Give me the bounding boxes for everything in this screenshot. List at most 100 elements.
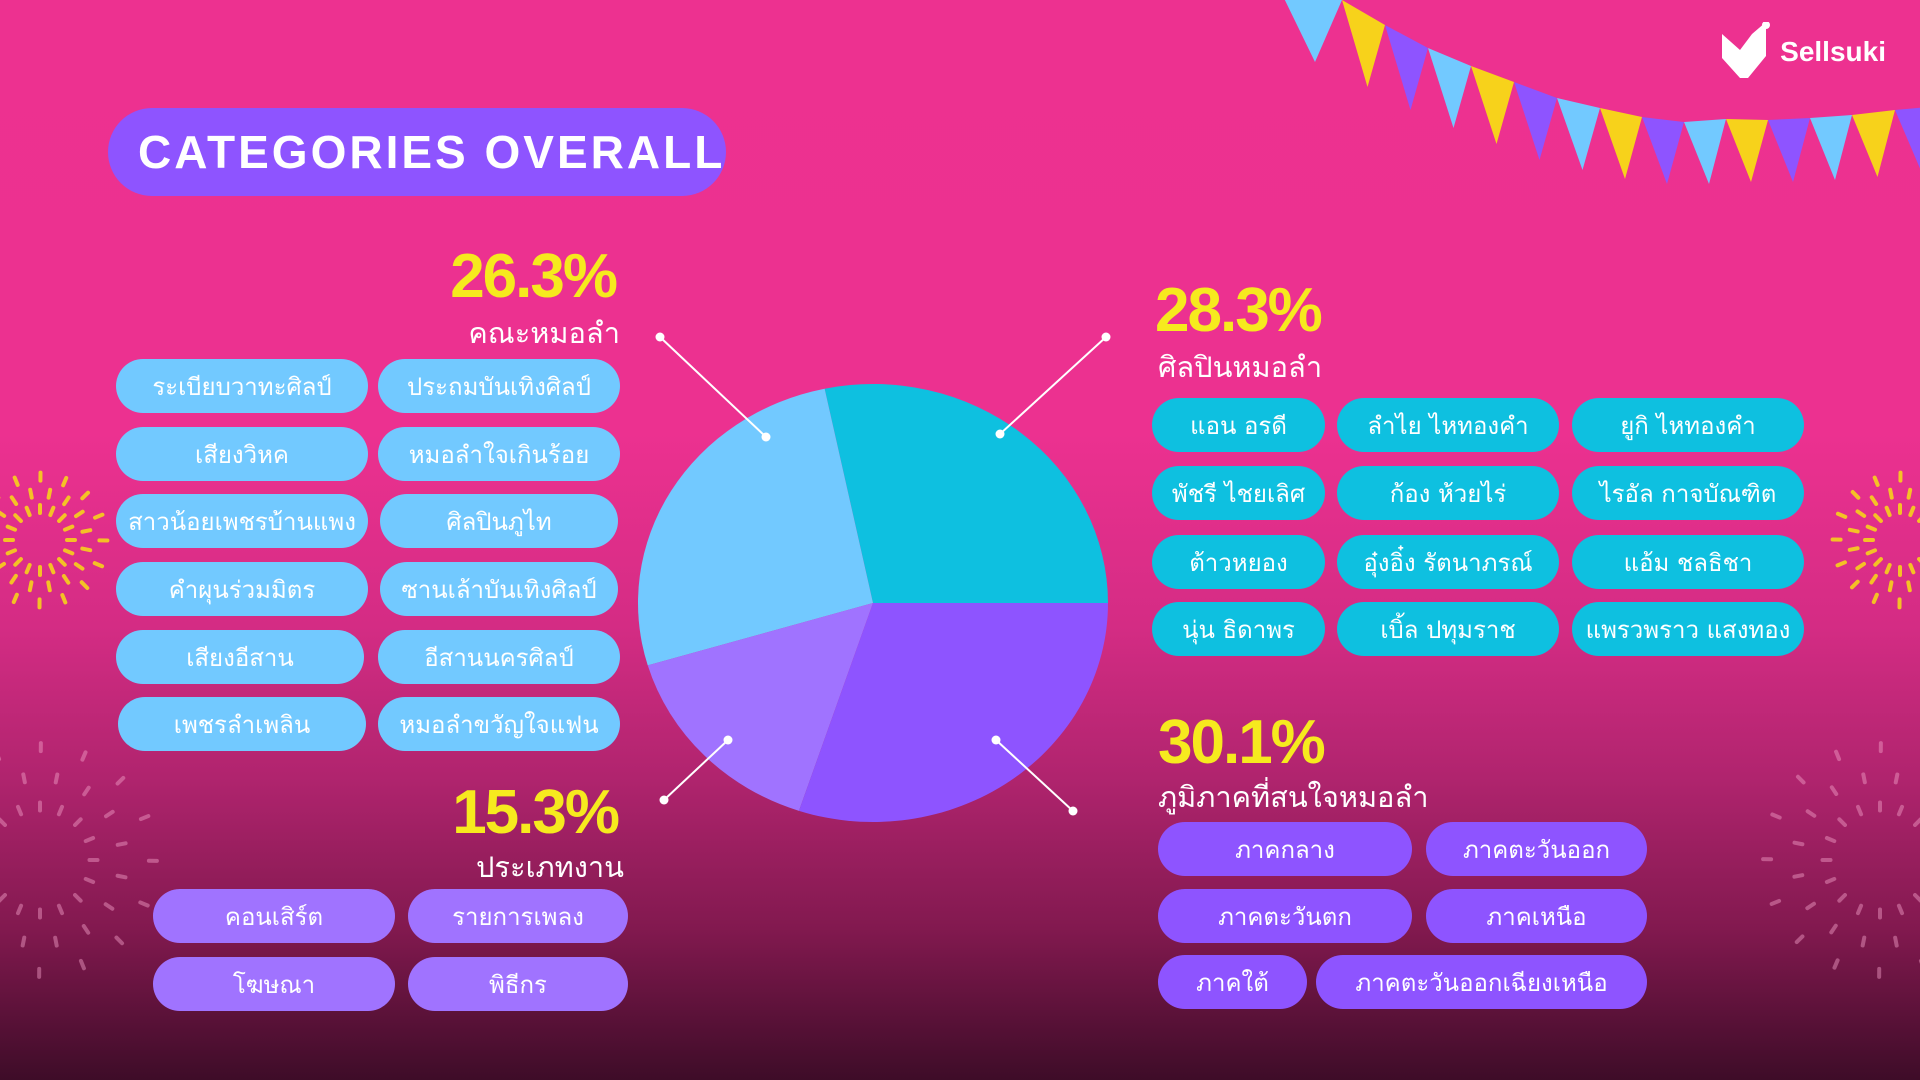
artists-chip[interactable]: พัชรี ไชยเลิศ — [1152, 466, 1325, 520]
slice-event-types — [647, 603, 873, 811]
firework-spark — [53, 772, 60, 785]
troupes-chip[interactable]: หมอลำขวัญใจแฟน — [378, 697, 620, 751]
artists-chip[interactable]: นุ่น ธิดาพร — [1152, 602, 1325, 656]
firework-spark — [1837, 893, 1847, 903]
regions-chip[interactable]: ภาคใต้ — [1158, 955, 1307, 1009]
troupes-chip[interactable]: สาวน้อยเพชรบ้านแพง — [116, 494, 368, 548]
bunting-flag — [1768, 118, 1810, 182]
firework-spark — [81, 924, 91, 935]
sellsuki-logo: Sellsuki — [1720, 22, 1886, 82]
leader-dot — [1101, 332, 1111, 342]
firework-spark — [78, 958, 86, 971]
bunting-flag — [1810, 115, 1852, 180]
leader-dot — [761, 432, 771, 442]
slice-regions — [798, 603, 1108, 822]
leader-line-event-types — [663, 739, 729, 801]
regions-percent: 30.1% — [1158, 708, 1326, 777]
firework-spark — [46, 580, 52, 593]
firework-spark — [61, 574, 71, 585]
firework-spark — [115, 775, 126, 786]
leader-dot — [655, 332, 665, 342]
firework-spark — [1769, 898, 1782, 906]
firework-spark — [1832, 958, 1840, 970]
firework-spark — [56, 804, 65, 817]
event-types-chip[interactable]: รายการเพลง — [408, 889, 628, 943]
firework-spark — [20, 935, 27, 948]
firework-spark — [104, 809, 115, 819]
troupes-chip[interactable]: หมอลำใจเกินร้อย — [378, 427, 620, 481]
bunting-flag — [1428, 48, 1471, 128]
firework-spark — [73, 562, 85, 571]
firework-spark — [74, 509, 85, 519]
firework-spark — [138, 814, 151, 822]
troupes-chip[interactable]: เสียงอีสาน — [116, 630, 364, 684]
bunting-flag — [1684, 119, 1726, 184]
troupes-chip[interactable]: เสียงวิหค — [116, 427, 368, 481]
firework-spark — [1829, 923, 1838, 935]
artists-chip[interactable]: ยูกิ ไหทองคำ — [1572, 398, 1804, 452]
troupes-chip[interactable]: เพชรลำเพลิน — [118, 697, 366, 751]
firework-spark — [53, 935, 59, 948]
firework-spark — [1871, 592, 1879, 605]
troupes-chip[interactable]: ระเบียบวาทะศิลป์ — [116, 359, 368, 413]
firework-spark — [1873, 513, 1883, 523]
bunting-flag — [1284, 0, 1342, 62]
regions-chip[interactable]: ภาคตะวันออก — [1426, 822, 1647, 876]
firework-spark — [56, 903, 65, 916]
firework-spark — [62, 548, 75, 556]
regions-chip[interactable]: ภาคกลาง — [1158, 822, 1412, 876]
firework-spark — [1893, 772, 1900, 785]
firework-spark — [57, 513, 67, 523]
firework-spark — [1792, 873, 1805, 879]
firework-spark — [138, 900, 150, 908]
leader-dot — [991, 735, 1001, 745]
firework-spark — [62, 495, 71, 507]
firework-spark — [73, 817, 83, 827]
artists-chip[interactable]: เบิ้ล ปทุมราช — [1337, 602, 1559, 656]
troupes-label: คณะหมอลำ — [468, 316, 620, 350]
firework-spark — [1896, 903, 1905, 916]
firework-spark — [46, 487, 53, 500]
firework-spark — [1873, 557, 1883, 567]
firework-spark — [80, 528, 93, 534]
firework-spark — [1824, 876, 1837, 885]
troupes-chip[interactable]: ศิลปินภูไท — [380, 494, 618, 548]
firework-spark — [1835, 560, 1847, 568]
artists-chip[interactable]: แอ้ม ชลธิชา — [1572, 535, 1804, 589]
artists-chip[interactable]: แพรวพราว แสงทอง — [1572, 602, 1804, 656]
event-types-chip[interactable]: พิธีกร — [408, 957, 628, 1011]
page-title: CATEGORIES OVERALL — [108, 108, 726, 196]
firework-spark — [1888, 487, 1894, 500]
artists-chip[interactable]: อุ๋งอิ๋ง รัตนาภรณ์ — [1337, 535, 1559, 589]
artists-chip[interactable]: ต้าวหยอง — [1152, 535, 1325, 589]
firework-spark — [1794, 934, 1805, 945]
firework-spark — [0, 817, 7, 827]
leader-dot — [1068, 806, 1078, 816]
regions-chip[interactable]: ภาคเหนือ — [1426, 889, 1647, 943]
event-types-chip[interactable]: คอนเสิร์ต — [153, 889, 395, 943]
troupes-chip[interactable]: ซานเล้าบันเทิงศิลป์ — [380, 562, 618, 616]
regions-chip[interactable]: ภาคตะวันตก — [1158, 889, 1412, 943]
brand-name: Sellsuki — [1780, 36, 1886, 67]
firework-spark — [15, 804, 24, 817]
troupes-percent: 26.3% — [450, 242, 618, 311]
artists-chip[interactable]: ก้อง ห้วยไร่ — [1337, 466, 1559, 520]
artists-chip[interactable]: ลำไย ไหทองคำ — [1337, 398, 1559, 452]
firework-spark — [1906, 580, 1912, 593]
regions-label: ภูมิภาคที่สนใจหมอลำ — [1158, 780, 1429, 814]
troupes-chip[interactable]: คำผุนร่วมมิตร — [116, 562, 368, 616]
event-types-percent: 15.3% — [452, 778, 620, 847]
firework-spark — [28, 487, 34, 500]
firework-spark — [9, 573, 18, 585]
firework-spark — [80, 750, 88, 762]
firework-spark — [11, 592, 19, 605]
regions-chip[interactable]: ภาคตะวันออกเฉียงเหนือ — [1316, 955, 1647, 1009]
troupes-chip[interactable]: ประถมบันเทิงศิลป์ — [378, 359, 620, 413]
event-types-chip[interactable]: โฆษณา — [153, 957, 395, 1011]
artists-chip[interactable]: แอน อรดี — [1152, 398, 1325, 452]
firework-spark — [48, 505, 56, 518]
troupes-chip[interactable]: อีสานนครศิลป์ — [378, 630, 620, 684]
firework-spark — [60, 593, 68, 605]
artists-chip[interactable]: ไรอัล กาจบัณฑิต — [1572, 466, 1804, 520]
